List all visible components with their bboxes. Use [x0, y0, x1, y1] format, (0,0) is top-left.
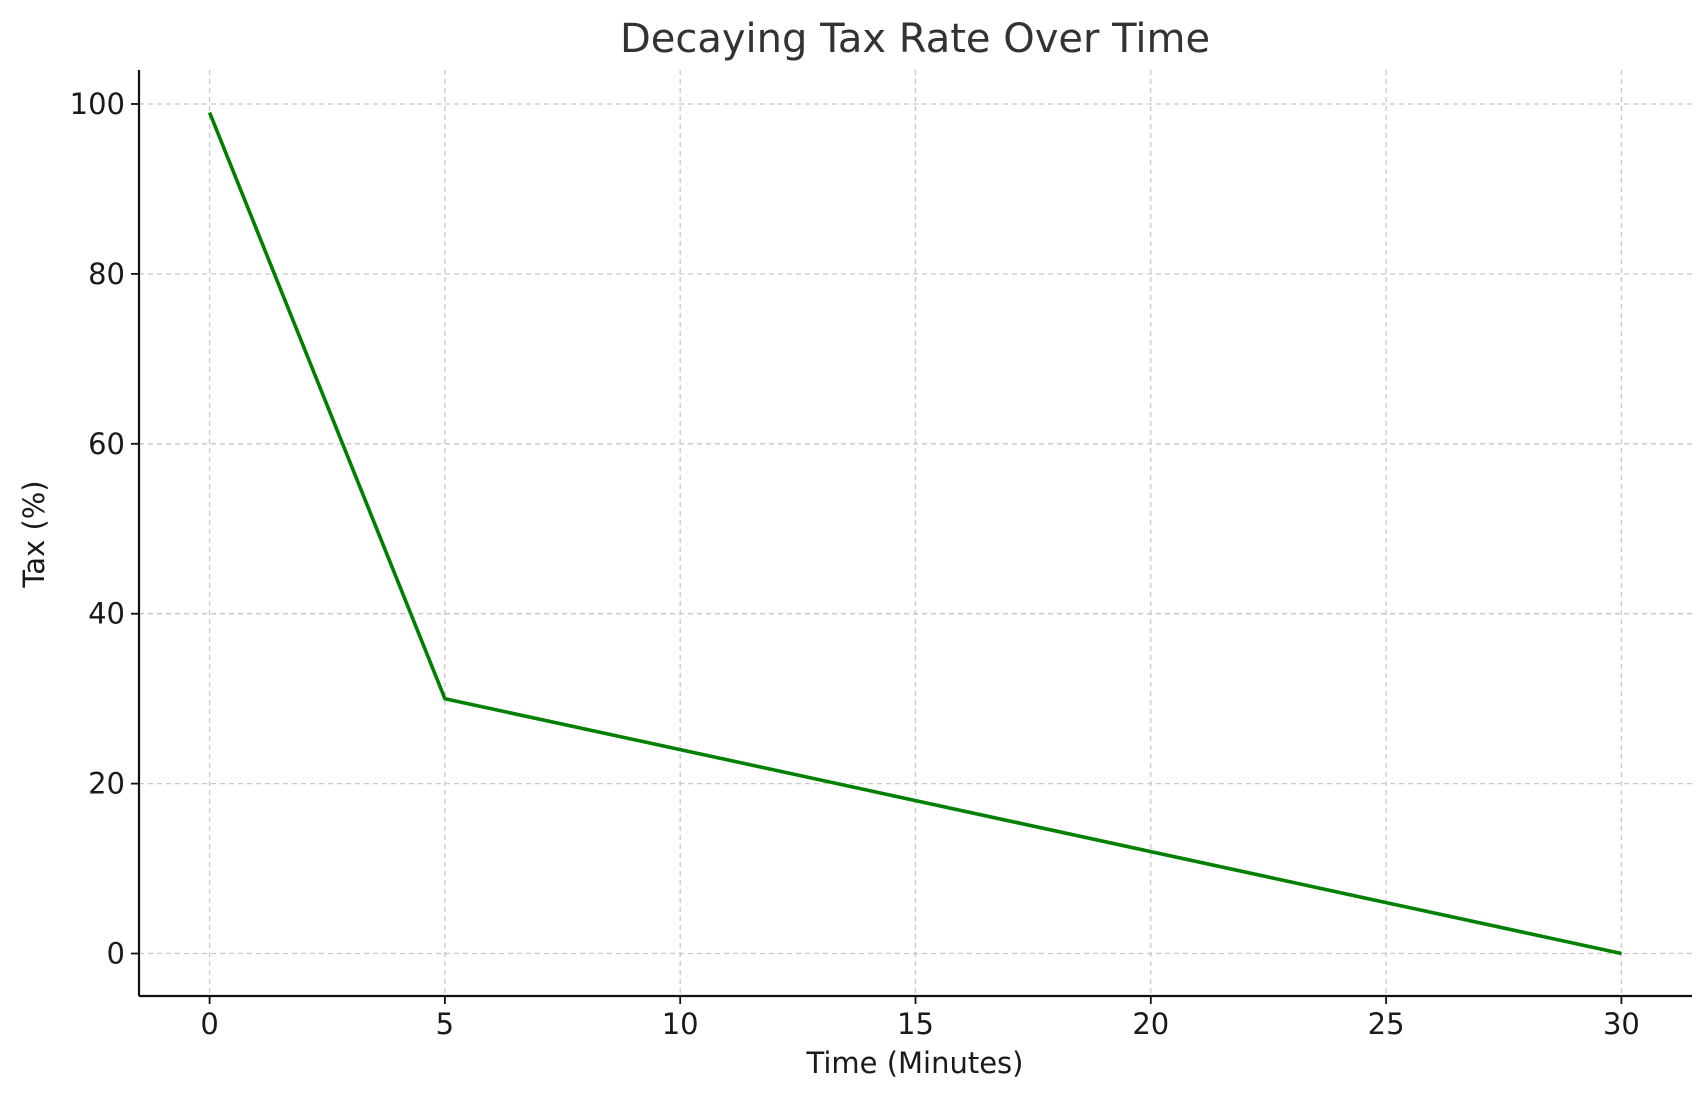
- y-tick-label: 20: [88, 767, 125, 801]
- y-axis-label: Tax (%): [17, 480, 51, 588]
- x-tick-label: 0: [200, 1007, 218, 1041]
- x-axis-ticks: 0 5 10 15 20 25 30: [200, 996, 1640, 1041]
- x-tick-label: 30: [1603, 1007, 1640, 1041]
- x-tick-label: 15: [897, 1007, 934, 1041]
- y-axis-ticks: 0 20 40 60 80 100: [70, 87, 139, 971]
- x-axis-label: Time (Minutes): [806, 1046, 1024, 1080]
- grid: [139, 70, 1692, 996]
- chart-title: Decaying Tax Rate Over Time: [620, 16, 1210, 62]
- x-tick-label: 20: [1132, 1007, 1169, 1041]
- x-tick-label: 5: [436, 1007, 454, 1041]
- y-tick-label: 0: [107, 937, 125, 971]
- series-layer: [207, 111, 1622, 956]
- series-line: [207, 111, 1622, 956]
- x-tick-label: 25: [1368, 1007, 1405, 1041]
- y-tick-label: 100: [70, 87, 125, 121]
- y-tick-label: 80: [88, 257, 125, 291]
- y-tick-label: 60: [88, 427, 125, 461]
- x-tick-label: 10: [662, 1007, 699, 1041]
- y-tick-label: 40: [88, 597, 125, 631]
